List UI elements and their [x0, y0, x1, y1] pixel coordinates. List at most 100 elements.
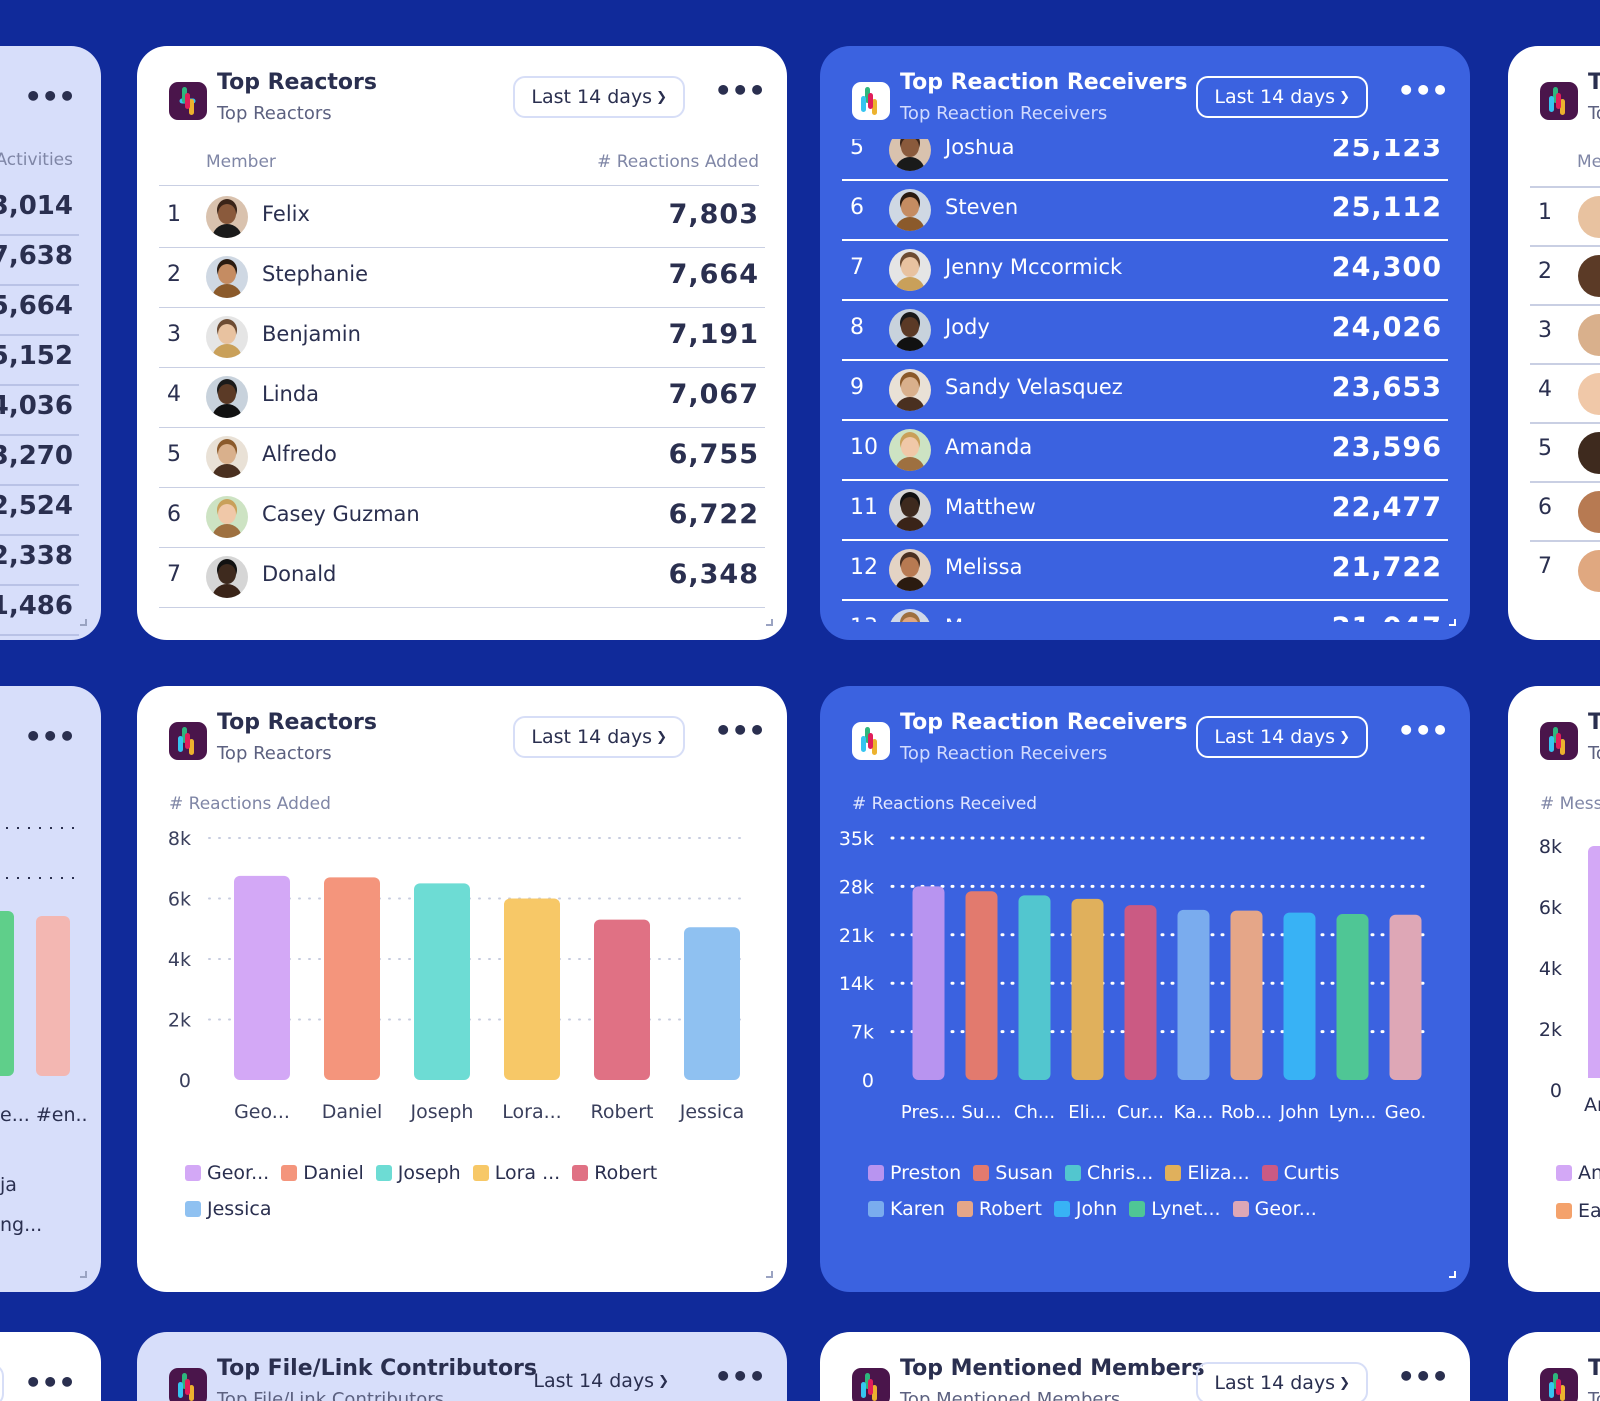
- bar[interactable]: [1124, 905, 1157, 1080]
- date-range-dropdown[interactable]: Last 14 days ❯: [513, 76, 685, 118]
- legend-item[interactable]: John: [1053, 1198, 1117, 1220]
- date-range-dropdown[interactable]: Last 14 days ❯: [517, 1362, 685, 1401]
- table-row[interactable]: 7 Donald 6,348: [159, 548, 765, 608]
- legend-item: ja: [0, 1174, 17, 1196]
- slack-logo-icon: [169, 82, 207, 120]
- y-tick-label: 4k: [168, 949, 191, 971]
- row-divider: [0, 234, 79, 236]
- reaction-count: 23,596: [1331, 432, 1442, 463]
- slack-logo-icon: [1540, 1368, 1578, 1401]
- more-options-button[interactable]: •••: [24, 80, 76, 113]
- legend-item[interactable]: Chris...: [1064, 1162, 1153, 1184]
- legend-item[interactable]: Susan: [973, 1162, 1053, 1184]
- legend-label: Robert: [978, 1198, 1042, 1220]
- table-row[interactable]: 5 Alfredo 6,755: [159, 428, 765, 488]
- bar[interactable]: [1230, 910, 1263, 1080]
- legend-item[interactable]: Geor...: [1232, 1198, 1317, 1220]
- legend-item[interactable]: Joseph: [375, 1162, 461, 1184]
- avatar: [889, 489, 931, 531]
- table-row[interactable]: 2 Stephanie 7,664: [159, 248, 765, 308]
- bar[interactable]: [684, 927, 740, 1080]
- avatar: [889, 369, 931, 411]
- row-divider: [1530, 363, 1600, 365]
- legend-item[interactable]: Eliza...: [1165, 1162, 1250, 1184]
- bar[interactable]: [1389, 914, 1422, 1080]
- table-row[interactable]: 6 Steven 25,112: [842, 181, 1448, 241]
- rank-number: 1: [167, 202, 181, 227]
- x-tick-label: Su...: [962, 1102, 1002, 1123]
- legend-item[interactable]: Curtis: [1261, 1162, 1339, 1184]
- date-range-dropdown[interactable]: Last 14 days ❯: [1196, 76, 1368, 118]
- table-row[interactable]: 6 Casey Guzman 6,722: [159, 488, 765, 548]
- reaction-count: 7,067: [668, 379, 759, 410]
- legend-swatch: [868, 1165, 884, 1181]
- legend-item[interactable]: Robert: [956, 1198, 1042, 1220]
- legend-item[interactable]: Geor...: [185, 1162, 269, 1184]
- more-options-button[interactable]: •••: [24, 1366, 76, 1399]
- table-row[interactable]: 11 Matthew 22,477: [842, 481, 1448, 541]
- row-divider: [0, 534, 79, 536]
- y-tick-label: 0: [1549, 1080, 1562, 1102]
- avatar: [206, 316, 248, 358]
- member-name: Melissa: [945, 555, 1023, 579]
- member-name: Linda: [262, 382, 320, 406]
- resize-handle[interactable]: [1449, 619, 1456, 626]
- table-row[interactable]: 3 Benjamin 7,191: [159, 308, 765, 368]
- x-tick-label: Eli...: [1068, 1102, 1107, 1123]
- table-row[interactable]: 9 Sandy Velasquez 23,653: [842, 361, 1448, 421]
- legend-item[interactable]: Lynet...: [1129, 1198, 1221, 1220]
- x-tick-label: John: [1279, 1102, 1319, 1123]
- more-options-button[interactable]: •••: [714, 74, 766, 107]
- legend-item[interactable]: Robert: [572, 1162, 657, 1184]
- date-range-dropdown[interactable]: Last 14 days ❯: [1196, 1362, 1368, 1401]
- legend-item[interactable]: Jessica: [185, 1198, 271, 1220]
- bar[interactable]: [504, 898, 560, 1081]
- bar[interactable]: [1336, 914, 1369, 1080]
- table-row[interactable]: 13 Mary 21,047: [842, 601, 1448, 622]
- bar[interactable]: [324, 877, 380, 1080]
- legend-item[interactable]: Preston: [868, 1162, 961, 1184]
- more-options-button[interactable]: •••: [714, 1360, 766, 1393]
- chevron-down-icon: ❯: [1339, 730, 1350, 745]
- bar[interactable]: [965, 891, 998, 1080]
- resize-handle[interactable]: [1449, 1271, 1456, 1278]
- row-divider: [1530, 422, 1600, 424]
- resize-handle[interactable]: [80, 619, 87, 626]
- table-row[interactable]: 8 Jody 24,026: [842, 301, 1448, 361]
- table-row[interactable]: 7 Jenny Mccormick 24,300: [842, 241, 1448, 301]
- member-name: Stephanie: [262, 262, 369, 286]
- bar[interactable]: [1177, 909, 1210, 1080]
- legend-item[interactable]: Lora ...: [472, 1162, 560, 1184]
- table-row[interactable]: 12 Melissa 21,722: [842, 541, 1448, 601]
- table-row[interactable]: 10 Amanda 23,596: [842, 421, 1448, 481]
- date-range-dropdown[interactable]: Last 14 days ❯: [513, 716, 685, 758]
- card-title: Top Reaction Receivers: [900, 70, 1188, 95]
- dropdown-edge[interactable]: [0, 1364, 4, 1401]
- legend-swatch: [1053, 1201, 1070, 1217]
- x-tick-label: Pres...: [901, 1102, 956, 1123]
- legend-item[interactable]: Karen: [868, 1198, 945, 1220]
- bar[interactable]: [1283, 912, 1316, 1080]
- table-row[interactable]: 4 Linda 7,067: [159, 368, 765, 428]
- more-options-button[interactable]: •••: [1397, 74, 1449, 107]
- date-range-dropdown[interactable]: Last 14 days ❯: [1196, 716, 1368, 758]
- resize-handle[interactable]: [766, 1271, 773, 1278]
- table-row[interactable]: 5 Joshua 25,123: [842, 139, 1448, 181]
- legend-swatch: [572, 1165, 589, 1181]
- resize-handle[interactable]: [766, 619, 773, 626]
- resize-handle[interactable]: [80, 1271, 87, 1278]
- bar[interactable]: [234, 875, 290, 1080]
- more-options-button[interactable]: •••: [24, 720, 76, 753]
- bar[interactable]: [1071, 898, 1104, 1080]
- legend-item[interactable]: Daniel: [281, 1162, 364, 1184]
- bar[interactable]: [1018, 895, 1051, 1080]
- bar[interactable]: [414, 883, 470, 1080]
- bar[interactable]: [594, 919, 650, 1080]
- top-reactors-table-card: Top Reactors Top Reactors Last 14 days ❯ …: [137, 46, 787, 640]
- more-options-button[interactable]: •••: [1397, 714, 1449, 747]
- bar[interactable]: [912, 886, 945, 1080]
- table-row[interactable]: 1 Felix 7,803: [159, 188, 765, 248]
- row-divider: [0, 434, 79, 436]
- more-options-button[interactable]: •••: [714, 714, 766, 747]
- more-options-button[interactable]: •••: [1397, 1360, 1449, 1393]
